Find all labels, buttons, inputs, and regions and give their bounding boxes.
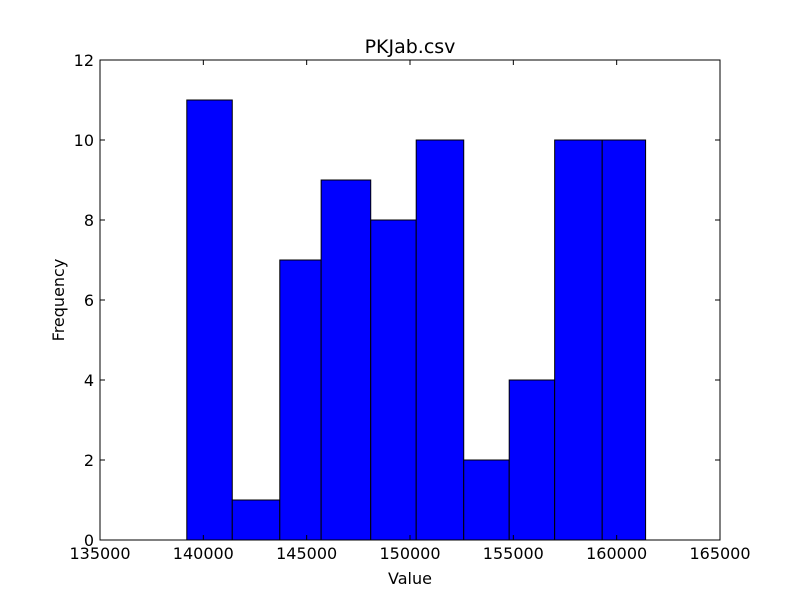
histogram-bar-4 bbox=[320, 179, 372, 541]
histogram-bar-6 bbox=[415, 139, 465, 541]
y-tick-label: 8 bbox=[84, 211, 94, 230]
x-tick-label: 155000 bbox=[483, 544, 544, 563]
histogram-bar-10 bbox=[601, 139, 647, 541]
x-tick-label: 160000 bbox=[586, 544, 647, 563]
x-tick-label: 165000 bbox=[689, 544, 750, 563]
y-tick-label: 6 bbox=[84, 291, 94, 310]
x-tick-label: 140000 bbox=[173, 544, 234, 563]
y-tick-label: 10 bbox=[74, 131, 94, 150]
x-tick-label: 145000 bbox=[276, 544, 337, 563]
x-tick-labels: 135000 140000 145000 150000 155000 160000 1650… bbox=[69, 544, 750, 563]
histogram-bar-7 bbox=[463, 459, 510, 541]
y-tick-label: 0 bbox=[84, 531, 94, 550]
bars-group bbox=[186, 99, 647, 541]
y-tick-label: 12 bbox=[74, 51, 94, 70]
y-axis-label: Frequency bbox=[49, 259, 68, 342]
y-tick-labels: 0 2 4 6 8 10 12 bbox=[74, 51, 94, 550]
x-tick-label: 135000 bbox=[69, 544, 130, 563]
histogram-bar-2 bbox=[231, 499, 281, 541]
ticks-group bbox=[99, 59, 721, 541]
histogram-bar-8 bbox=[508, 379, 556, 541]
histogram-bar-5 bbox=[370, 219, 417, 541]
y-tick-label: 2 bbox=[84, 451, 94, 470]
chart-title: PKJab.csv bbox=[365, 36, 456, 58]
x-tick-label: 150000 bbox=[379, 544, 440, 563]
histogram-bar-9 bbox=[554, 139, 603, 541]
histogram-bar-3 bbox=[279, 259, 322, 541]
histogram-bar-1 bbox=[186, 99, 233, 541]
x-axis-label: Value bbox=[388, 569, 432, 588]
y-tick-label: 4 bbox=[84, 371, 94, 390]
